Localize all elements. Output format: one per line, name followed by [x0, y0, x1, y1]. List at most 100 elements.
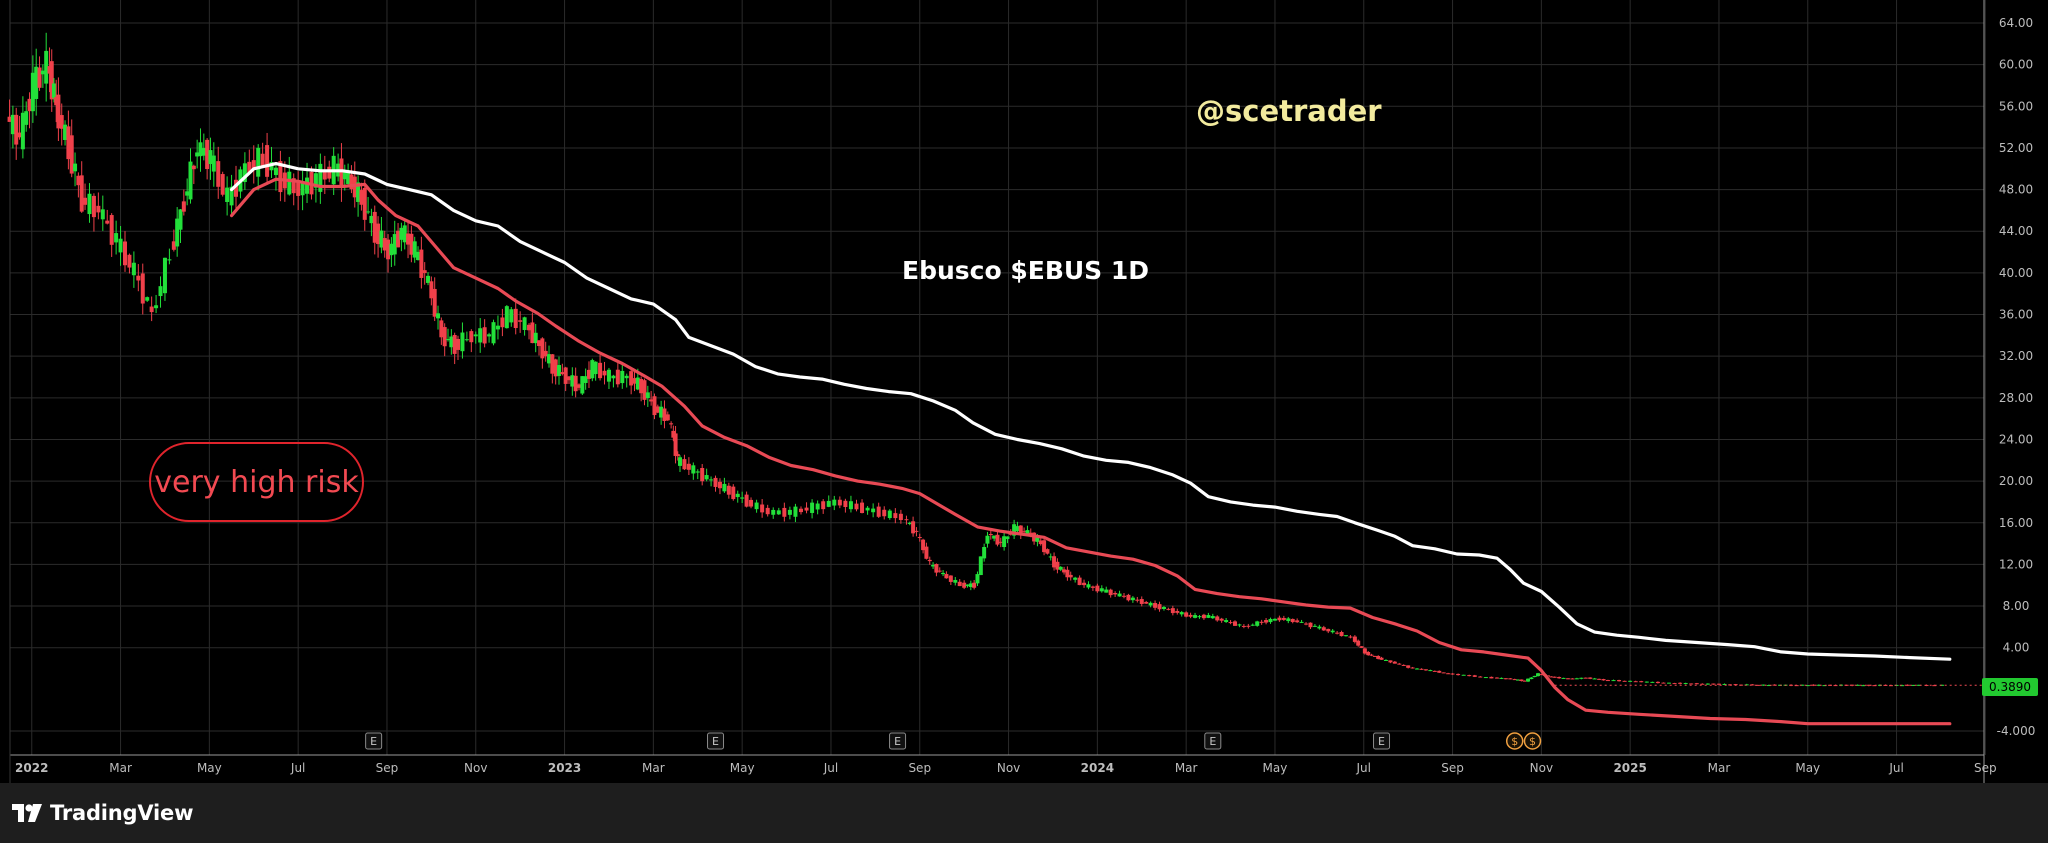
- candle-body: [1755, 684, 1760, 686]
- candle-body: [1015, 526, 1020, 532]
- candle-body: [1700, 683, 1705, 685]
- candle-body: [24, 111, 29, 125]
- earnings-marker[interactable]: E: [1204, 732, 1222, 750]
- candle-body: [188, 161, 193, 200]
- candle-body: [504, 306, 509, 329]
- candle-body: [1489, 676, 1494, 679]
- candle-body: [265, 145, 270, 177]
- candle-body: [1601, 679, 1606, 681]
- x-tick-label: May: [1795, 761, 1820, 775]
- candle-body: [1219, 618, 1224, 621]
- candle-body: [968, 583, 973, 588]
- candle-body: [1005, 536, 1010, 539]
- y-tick-label: 24.00: [1999, 432, 2033, 446]
- candle-body: [1372, 655, 1377, 657]
- candle-body: [927, 559, 932, 562]
- candle-body: [167, 259, 172, 261]
- candle-body: [1369, 654, 1374, 656]
- candle-body: [917, 537, 922, 539]
- candle-body: [1644, 681, 1649, 683]
- candle-body: [1304, 623, 1309, 625]
- y-tick-label: 8.00: [2003, 599, 2030, 613]
- candle-body: [1073, 577, 1078, 580]
- candle-body: [1117, 593, 1122, 597]
- earnings-marker[interactable]: E: [889, 732, 907, 750]
- candle-body: [982, 547, 987, 559]
- earnings-marker[interactable]: E: [707, 732, 725, 750]
- candle-body: [96, 205, 101, 213]
- candle-body: [537, 340, 542, 347]
- candle-body: [460, 332, 465, 352]
- candle-body: [1048, 556, 1053, 558]
- event-markers[interactable]: E E E E E $ $: [365, 732, 1542, 750]
- candle-body: [1536, 673, 1541, 677]
- candle-body: [1224, 620, 1229, 623]
- candle-body: [205, 139, 210, 170]
- dividend-marker[interactable]: $: [1523, 732, 1542, 750]
- candle-body: [992, 535, 997, 539]
- x-tick-label: May: [197, 761, 222, 775]
- candle-body: [1246, 625, 1251, 627]
- x-tick-label: Nov: [1530, 761, 1553, 775]
- x-tick-label: May: [730, 761, 755, 775]
- candle-body: [547, 354, 552, 364]
- candle-body: [898, 513, 903, 521]
- x-axis[interactable]: 2022 Mar May Jul Sep Nov 2023 Mar May Jul Sep Nov 20…: [15, 761, 1997, 775]
- dividend-marker[interactable]: $: [1505, 732, 1524, 750]
- candle-body: [1661, 682, 1666, 684]
- candle-body: [754, 502, 759, 510]
- candle-body: [1437, 670, 1442, 673]
- candle-body: [1811, 684, 1816, 686]
- candle-body: [495, 325, 500, 330]
- candle-body: [225, 187, 230, 202]
- candle-body: [691, 465, 696, 474]
- candle-body: [765, 507, 770, 515]
- candle-body: [804, 507, 809, 511]
- candle-body: [527, 324, 532, 331]
- candle-body: [557, 365, 562, 376]
- candle-body: [220, 174, 225, 195]
- candle-body: [1206, 615, 1211, 618]
- candle-body: [154, 305, 159, 309]
- candle-body: [843, 500, 848, 508]
- candle-body: [247, 161, 252, 174]
- candle-body: [749, 499, 754, 507]
- candle-body: [1432, 670, 1437, 672]
- candle-body: [158, 286, 163, 297]
- candle-body: [140, 273, 145, 304]
- candle-body: [673, 433, 678, 456]
- candle-body: [491, 322, 496, 344]
- x-tick-label: Mar: [109, 761, 132, 775]
- candle-body: [442, 327, 447, 347]
- candle-body: [1428, 670, 1433, 672]
- tradingview-logo[interactable]: TradingView: [12, 798, 193, 828]
- candle-body: [576, 384, 581, 388]
- candle-body: [1126, 594, 1131, 601]
- candle-body: [1179, 612, 1184, 615]
- candle-body: [709, 479, 714, 481]
- candle-body: [1683, 683, 1688, 685]
- candle-body: [83, 197, 88, 205]
- candle-body: [17, 132, 22, 138]
- earnings-marker[interactable]: E: [365, 732, 383, 750]
- candle-body: [1295, 620, 1300, 623]
- candle-body: [1905, 684, 1910, 686]
- candle-body: [242, 163, 247, 183]
- earnings-marker-label: E: [894, 735, 901, 748]
- candle-body: [860, 502, 865, 513]
- earnings-marker[interactable]: E: [1373, 732, 1391, 750]
- candle-body: [826, 500, 831, 507]
- candle-body: [73, 163, 78, 172]
- candle-body: [1650, 681, 1655, 683]
- candle-body: [1012, 524, 1017, 536]
- candle-body: [273, 167, 278, 176]
- candle-body: [988, 533, 993, 535]
- candle-body: [1478, 676, 1483, 678]
- y-axis[interactable]: 64.00 60.00 56.00 52.00 48.00 44.00 40.00 36.00…: [1997, 16, 2036, 738]
- candle-body: [682, 459, 687, 470]
- candle-body: [1237, 624, 1242, 626]
- candle-body: [1561, 677, 1566, 679]
- candle-body: [904, 519, 909, 521]
- candle-body: [848, 501, 853, 510]
